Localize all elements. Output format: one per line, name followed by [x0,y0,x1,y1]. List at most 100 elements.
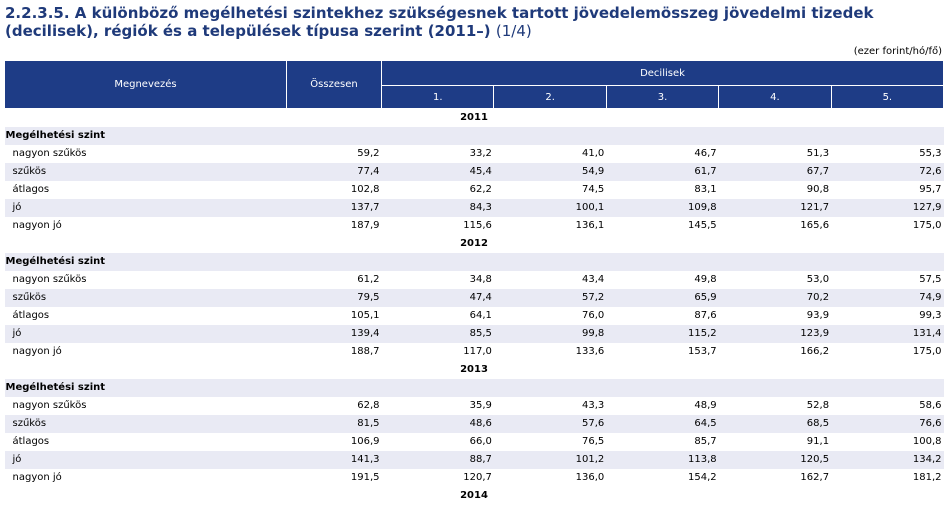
year-label: 2012 [5,235,944,253]
cell-decile-4: 68,5 [719,415,831,433]
row-label: nagyon szűkös [5,397,287,415]
cell-decile-2: 136,1 [494,217,606,235]
section-row: Megélhetési szint [5,127,944,145]
cell-decile-2: 43,3 [494,397,606,415]
row-label: átlagos [5,433,287,451]
cell-decile-3: 154,2 [606,469,718,487]
cell-total: 137,7 [287,199,382,217]
cell-total: 105,1 [287,307,382,325]
cell-total: 141,3 [287,451,382,469]
year-row: 2014 [5,487,944,505]
year-label: 2011 [5,109,944,128]
cell-decile-2: 57,2 [494,289,606,307]
table-title-main: 2.2.3.5. A különböző megélhetési szintek… [5,4,873,40]
cell-decile-1: 88,7 [382,451,494,469]
cell-decile-3: 83,1 [606,181,718,199]
header-decile-3: 3. [606,86,718,109]
cell-decile-1: 45,4 [382,163,494,181]
cell-decile-3: 153,7 [606,343,718,361]
cell-decile-5: 175,0 [831,217,943,235]
row-label: nagyon jó [5,469,287,487]
cell-decile-1: 84,3 [382,199,494,217]
row-label: nagyon jó [5,343,287,361]
year-label: 2013 [5,361,944,379]
cell-total: 59,2 [287,145,382,163]
table-title: 2.2.3.5. A különböző megélhetési szintek… [5,4,940,40]
cell-decile-5: 99,3 [831,307,943,325]
cell-total: 62,8 [287,397,382,415]
cell-total: 139,4 [287,325,382,343]
cell-decile-1: 47,4 [382,289,494,307]
cell-decile-5: 181,2 [831,469,943,487]
cell-decile-5: 76,6 [831,415,943,433]
cell-decile-1: 117,0 [382,343,494,361]
table-header: Megnevezés Összesen Decilisek 1. 2. 3. 4… [5,61,944,109]
row-label: átlagos [5,307,287,325]
unit-label: (ezer forint/hó/fő) [854,46,942,58]
cell-decile-2: 76,0 [494,307,606,325]
cell-decile-4: 70,2 [719,289,831,307]
cell-total: 188,7 [287,343,382,361]
cell-decile-5: 72,6 [831,163,943,181]
cell-decile-3: 113,8 [606,451,718,469]
section-row: Megélhetési szint [5,253,944,271]
year-row: 2011 [5,109,944,128]
cell-decile-1: 35,9 [382,397,494,415]
row-label: nagyon szűkös [5,145,287,163]
cell-total: 79,5 [287,289,382,307]
section-label: Megélhetési szint [5,379,944,397]
cell-decile-5: 100,8 [831,433,943,451]
row-label: szűkös [5,289,287,307]
cell-decile-4: 162,7 [719,469,831,487]
cell-total: 81,5 [287,415,382,433]
cell-decile-3: 115,2 [606,325,718,343]
cell-total: 61,2 [287,271,382,289]
cell-decile-5: 74,9 [831,289,943,307]
data-table: Megnevezés Összesen Decilisek 1. 2. 3. 4… [4,60,944,505]
section-label: Megélhetési szint [5,127,944,145]
cell-decile-3: 65,9 [606,289,718,307]
cell-decile-2: 54,9 [494,163,606,181]
cell-decile-1: 33,2 [382,145,494,163]
section-label: Megélhetési szint [5,253,944,271]
section-row: Megélhetési szint [5,379,944,397]
cell-decile-4: 67,7 [719,163,831,181]
row-label: jó [5,325,287,343]
cell-decile-4: 52,8 [719,397,831,415]
cell-decile-2: 136,0 [494,469,606,487]
cell-decile-5: 57,5 [831,271,943,289]
cell-decile-2: 100,1 [494,199,606,217]
cell-decile-2: 133,6 [494,343,606,361]
row-label: jó [5,451,287,469]
cell-decile-4: 166,2 [719,343,831,361]
cell-decile-3: 109,8 [606,199,718,217]
cell-decile-5: 55,3 [831,145,943,163]
cell-decile-3: 85,7 [606,433,718,451]
cell-decile-4: 121,7 [719,199,831,217]
cell-decile-5: 175,0 [831,343,943,361]
header-decile-group: Decilisek [382,61,944,86]
row-label: szűkös [5,415,287,433]
cell-decile-5: 95,7 [831,181,943,199]
cell-decile-2: 43,4 [494,271,606,289]
header-decile-5: 5. [831,86,943,109]
row-label: átlagos [5,181,287,199]
cell-decile-1: 85,5 [382,325,494,343]
cell-decile-4: 90,8 [719,181,831,199]
cell-total: 187,9 [287,217,382,235]
cell-decile-3: 64,5 [606,415,718,433]
cell-decile-2: 99,8 [494,325,606,343]
cell-decile-2: 41,0 [494,145,606,163]
cell-total: 77,4 [287,163,382,181]
cell-decile-3: 145,5 [606,217,718,235]
cell-decile-4: 165,6 [719,217,831,235]
